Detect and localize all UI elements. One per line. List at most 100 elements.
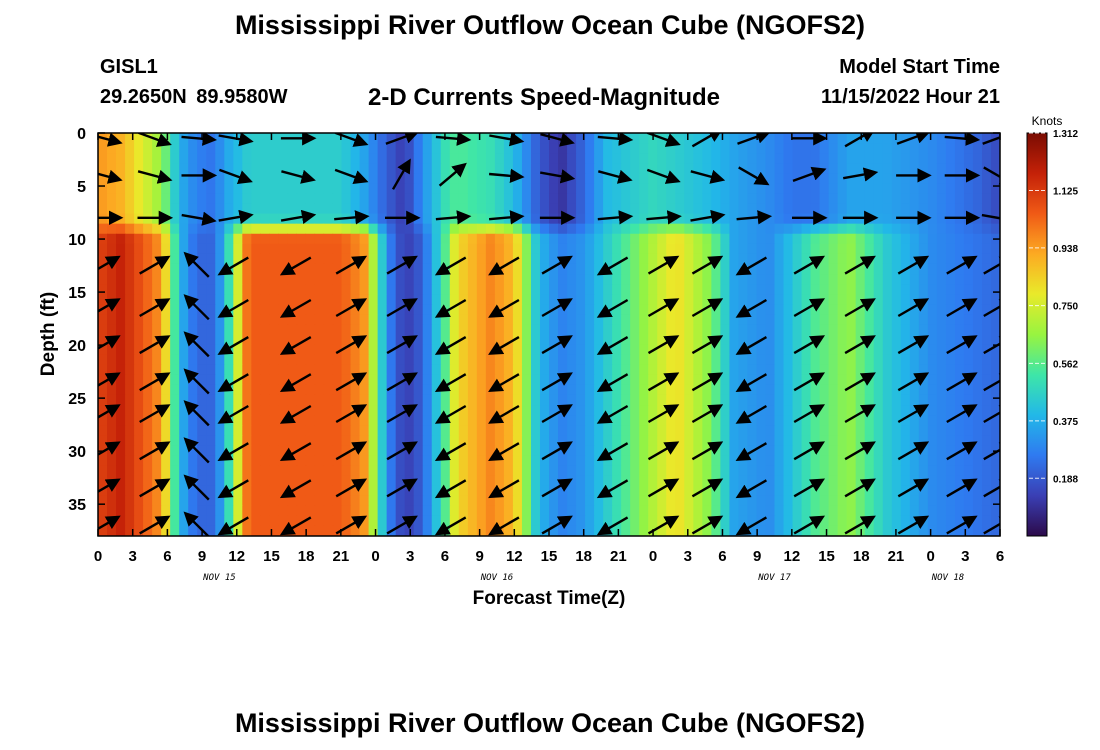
heatmap-cell bbox=[765, 465, 776, 477]
heatmap-cell bbox=[449, 233, 460, 245]
heatmap-cell bbox=[828, 143, 839, 154]
heatmap-cell bbox=[612, 284, 622, 295]
heatmap-cell bbox=[314, 455, 325, 467]
heatmap-cell bbox=[720, 173, 730, 184]
heatmap-cell bbox=[368, 183, 379, 195]
heatmap-cell bbox=[512, 485, 523, 497]
heatmap-cell bbox=[107, 314, 117, 326]
heatmap-cell bbox=[503, 475, 514, 487]
heatmap-cell bbox=[359, 394, 370, 406]
heatmap-cell bbox=[305, 263, 316, 275]
heatmap-cell bbox=[720, 274, 730, 285]
heatmap-cell bbox=[323, 334, 334, 346]
heatmap-cell bbox=[404, 274, 415, 285]
heatmap-cell bbox=[251, 505, 261, 517]
heatmap-cell bbox=[783, 263, 794, 275]
heatmap-cell bbox=[882, 445, 893, 456]
heatmap-cell bbox=[990, 354, 1000, 366]
heatmap-cell bbox=[278, 324, 289, 336]
heatmap-cell bbox=[612, 334, 622, 346]
heatmap-cell bbox=[828, 405, 839, 416]
heatmap-cell bbox=[837, 223, 848, 235]
heatmap-cell bbox=[368, 344, 379, 356]
heatmap-cell bbox=[179, 263, 189, 275]
heatmap-cell bbox=[756, 384, 767, 396]
heatmap-cell bbox=[521, 253, 532, 265]
current-vector-arrow bbox=[183, 368, 210, 395]
heatmap-cell bbox=[188, 223, 198, 235]
heatmap-cell bbox=[242, 465, 252, 477]
heatmap-cell bbox=[404, 465, 415, 477]
heatmap-cell bbox=[612, 253, 622, 265]
heatmap-cell bbox=[161, 354, 171, 366]
heatmap-cell bbox=[576, 435, 586, 446]
heatmap-cell bbox=[341, 465, 352, 477]
heatmap-cell bbox=[458, 294, 469, 305]
heatmap-cell bbox=[972, 334, 983, 346]
heatmap-cell bbox=[549, 183, 559, 195]
heatmap-cell bbox=[864, 435, 875, 446]
heatmap-cell bbox=[125, 243, 135, 255]
heatmap-cell bbox=[512, 384, 523, 396]
heatmap-cell bbox=[512, 334, 523, 346]
heatmap-cell bbox=[260, 445, 270, 456]
heatmap-cell bbox=[828, 173, 839, 184]
heatmap-cell bbox=[287, 425, 298, 436]
heatmap-cell bbox=[170, 253, 180, 265]
current-vector-arrow bbox=[434, 298, 467, 318]
heatmap-cell bbox=[576, 304, 586, 315]
heatmap-cell bbox=[125, 213, 135, 225]
heatmap-cell bbox=[206, 284, 216, 295]
heatmap-cell bbox=[251, 344, 261, 356]
heatmap-cell bbox=[539, 193, 550, 205]
heatmap-cell bbox=[98, 193, 108, 205]
heatmap-cell bbox=[954, 263, 965, 275]
heatmap-cell bbox=[756, 304, 767, 315]
heatmap-cell bbox=[386, 445, 397, 456]
heatmap-cell bbox=[900, 515, 911, 527]
heatmap-cell bbox=[711, 455, 721, 467]
heatmap-cell bbox=[278, 233, 289, 245]
heatmap-cell bbox=[666, 183, 676, 195]
heatmap-cell bbox=[720, 253, 730, 265]
heatmap-cell bbox=[576, 274, 586, 285]
heatmap-cell bbox=[530, 455, 541, 467]
current-vector-arrow bbox=[983, 255, 1000, 275]
heatmap-cell bbox=[143, 314, 153, 326]
heatmap-cell bbox=[251, 374, 261, 386]
heatmap-cell bbox=[161, 274, 171, 285]
heatmap-cell bbox=[161, 415, 171, 426]
heatmap-cell bbox=[738, 133, 749, 144]
heatmap-cell bbox=[954, 515, 965, 527]
heatmap-cell bbox=[630, 284, 640, 295]
heatmap-cell bbox=[603, 505, 613, 517]
heatmap-cell bbox=[134, 525, 144, 536]
heatmap-cell bbox=[98, 344, 108, 356]
heatmap-cell bbox=[476, 314, 487, 326]
heatmap-cell bbox=[990, 344, 1000, 356]
heatmap-cell bbox=[206, 394, 216, 406]
heatmap-cell bbox=[576, 445, 586, 456]
heatmap-cell bbox=[269, 243, 279, 255]
heatmap-cell bbox=[585, 223, 595, 235]
heatmap-cell bbox=[341, 163, 352, 174]
heatmap-cell bbox=[936, 153, 947, 164]
heatmap-cell bbox=[666, 344, 676, 356]
heatmap-cell bbox=[341, 405, 352, 416]
heatmap-cell bbox=[269, 465, 279, 477]
heatmap-cell bbox=[711, 364, 721, 376]
heatmap-cell bbox=[170, 294, 180, 305]
heatmap-cell bbox=[675, 324, 685, 336]
heatmap-cell bbox=[386, 495, 397, 507]
heatmap-cell bbox=[269, 213, 279, 225]
heatmap-cell bbox=[576, 263, 586, 275]
heatmap-cell bbox=[341, 274, 352, 285]
heatmap-cell bbox=[936, 163, 947, 174]
heatmap-cell bbox=[954, 274, 965, 285]
heatmap-cell bbox=[630, 153, 640, 164]
heatmap-cell bbox=[422, 243, 433, 255]
heatmap-cell bbox=[143, 344, 153, 356]
heatmap-cell bbox=[413, 263, 424, 275]
heatmap-cell bbox=[693, 284, 703, 295]
heatmap-cell bbox=[296, 263, 307, 275]
